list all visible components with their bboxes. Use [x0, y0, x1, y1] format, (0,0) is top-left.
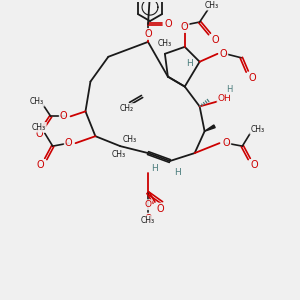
Text: CH₃: CH₃	[250, 125, 264, 134]
Text: O: O	[156, 204, 164, 214]
Text: CH₃: CH₃	[32, 123, 46, 132]
Text: H: H	[174, 168, 181, 177]
Text: H: H	[152, 164, 158, 173]
Text: O: O	[164, 19, 172, 29]
Text: O: O	[60, 111, 68, 122]
Text: CH₃: CH₃	[30, 97, 44, 106]
Text: H: H	[226, 85, 232, 94]
Text: CH₃: CH₃	[158, 39, 172, 48]
Text: O: O	[223, 138, 230, 148]
Text: O: O	[248, 73, 256, 82]
Text: O: O	[181, 22, 189, 32]
Text: CH₃: CH₃	[111, 150, 125, 159]
Text: O: O	[250, 160, 258, 170]
Text: O: O	[35, 129, 43, 139]
Text: O: O	[37, 160, 45, 170]
Text: OH: OH	[218, 94, 231, 103]
Text: CH₃: CH₃	[123, 135, 137, 144]
Text: CH₂: CH₂	[120, 104, 134, 113]
Text: CH₃: CH₃	[141, 216, 155, 225]
Text: O: O	[212, 35, 219, 45]
Text: CH₃: CH₃	[205, 1, 219, 10]
Text: O: O	[144, 214, 152, 224]
Text: O: O	[65, 138, 72, 148]
Text: O: O	[144, 29, 152, 39]
Text: H: H	[186, 59, 193, 68]
Polygon shape	[205, 125, 215, 131]
Text: O: O	[145, 200, 152, 209]
Text: O: O	[220, 49, 227, 59]
